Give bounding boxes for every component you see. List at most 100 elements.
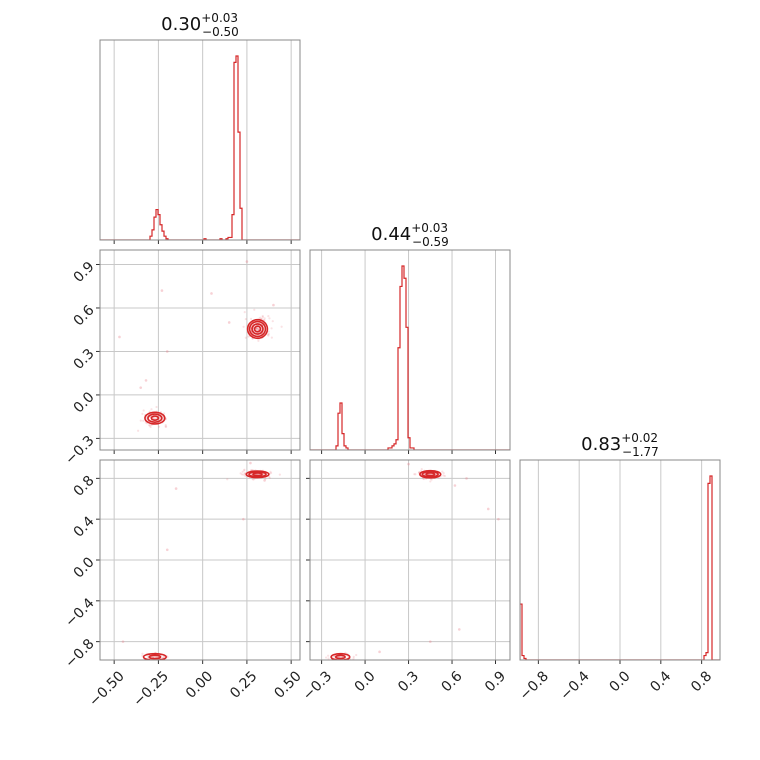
sample-point — [148, 424, 151, 427]
sample-point — [264, 477, 267, 481]
y-tick-label: −0.4 — [62, 595, 97, 630]
sample-point — [430, 478, 433, 481]
sample-point — [255, 327, 258, 330]
outlier-point — [118, 335, 121, 339]
density-contour — [147, 413, 163, 423]
sample-point — [352, 657, 355, 660]
sample-point — [226, 478, 229, 481]
panel-frame — [309, 249, 511, 451]
panel-frame — [99, 39, 301, 241]
outlier-point — [139, 386, 143, 389]
x-tick-label: 0.3 — [395, 668, 422, 695]
x-tick-label: 0.4 — [647, 668, 674, 695]
sample-point — [422, 477, 426, 481]
sample-point — [244, 317, 247, 321]
sample-point — [164, 425, 167, 428]
x-tick-label: 0.8 — [688, 668, 715, 695]
sample-point — [333, 655, 336, 658]
y-tick-label: 0.0 — [71, 554, 98, 581]
sample-point — [158, 416, 161, 420]
outlier-point — [428, 640, 432, 643]
sample-point — [268, 317, 271, 320]
sample-point — [162, 412, 166, 415]
panel-hist-0: 0.30+0.03 −0.50 — [99, 11, 301, 244]
outlier-point — [465, 477, 468, 480]
sample-point — [442, 471, 445, 475]
panel-hist-2: −0.8 −0.4 0.0 0.4 0.8 0.83+0.02 −1.77 — [517, 431, 721, 704]
sample-point — [280, 325, 283, 328]
sample-point — [263, 319, 266, 322]
sample-point — [162, 656, 165, 659]
panel-frame — [309, 459, 511, 661]
sample-point — [266, 333, 269, 336]
histogram-step-line — [310, 265, 510, 450]
sample-point — [256, 327, 259, 330]
outlier-point — [249, 461, 252, 465]
density-contour — [245, 470, 270, 479]
outlier-point — [210, 292, 213, 295]
sample-point — [352, 655, 355, 658]
title-median: 0.30 — [161, 14, 201, 35]
x-tick-label: 0.0 — [607, 668, 634, 695]
outlier-point — [263, 479, 266, 482]
panel-sc-0-1: −0.3 0.0 0.3 0.6 0.9 — [62, 249, 301, 468]
sample-point — [442, 474, 445, 477]
outlier-point — [165, 350, 169, 353]
density-contour — [421, 470, 439, 478]
sample-point — [324, 656, 328, 659]
outlier-point — [160, 289, 164, 292]
sample-point — [267, 330, 270, 333]
density-contour — [248, 471, 267, 478]
sample-point — [244, 336, 247, 339]
sample-point — [154, 417, 157, 420]
sample-point — [332, 661, 334, 663]
sample-point — [267, 334, 270, 337]
sample-point — [270, 327, 273, 330]
title-minus-error: −1.77 — [622, 445, 659, 459]
title-median: 0.44 — [371, 224, 411, 245]
sample-point — [242, 473, 245, 476]
outlier-point — [497, 517, 500, 521]
sample-point — [327, 657, 330, 660]
title-minus-error: −0.59 — [412, 235, 449, 249]
x-tick-label: 0.6 — [439, 668, 466, 695]
outlier-point — [457, 628, 461, 631]
sample-point — [257, 328, 260, 331]
x-tick-label: −0.3 — [300, 668, 335, 703]
sample-point — [249, 317, 253, 320]
title-plus-error: +0.03 — [201, 11, 238, 25]
sample-point — [267, 332, 270, 336]
sample-point — [155, 405, 158, 409]
panel-sc-0-2: −0.50 −0.25 0.00 0.25 0.50 −0.8 −0.4 0.0 0.4 0.8 — [62, 459, 305, 710]
x-tick-label: 0.9 — [482, 668, 509, 695]
panel-hist-1: 0.44+0.03 −0.59 — [309, 221, 511, 454]
sample-point — [327, 654, 330, 657]
sample-point — [422, 477, 425, 480]
outlier-point — [453, 484, 457, 487]
panel-frame — [519, 459, 721, 661]
sample-point — [270, 336, 273, 339]
sample-point — [155, 655, 158, 659]
sample-point — [255, 327, 259, 330]
sample-point — [142, 409, 145, 412]
density-contour — [251, 323, 264, 335]
x-tick-label: −0.4 — [557, 668, 592, 703]
sample-point — [261, 314, 264, 318]
outlier-point — [144, 379, 148, 382]
panel-frame — [99, 459, 301, 661]
x-tick-label: −0.50 — [86, 668, 128, 710]
sample-point — [157, 425, 161, 428]
sample-point — [141, 412, 144, 416]
sample-point — [164, 425, 168, 428]
sample-point — [263, 317, 266, 320]
sample-point — [137, 429, 140, 432]
density-contour — [144, 411, 166, 425]
x-tick-label: 0.50 — [271, 668, 304, 701]
sample-point — [242, 325, 245, 328]
sample-point — [164, 424, 167, 427]
sample-point — [150, 408, 153, 411]
sample-point — [243, 310, 246, 314]
x-tick-label: −0.8 — [517, 668, 552, 703]
histogram-step-line — [100, 55, 300, 240]
